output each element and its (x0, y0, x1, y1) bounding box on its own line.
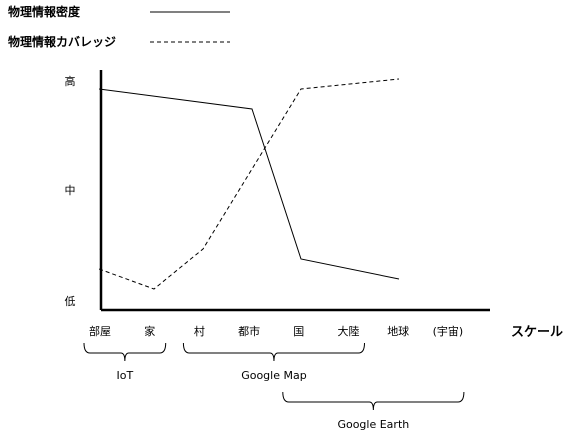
series-group (98, 78, 400, 290)
group-bracket-2 (282, 391, 465, 411)
group-bracket-1 (182, 342, 365, 362)
y-tick-label-0: 低 (65, 295, 76, 308)
x-ticks: 部屋 家 村 都市 国 大陸 地球 (宇宙) (89, 324, 463, 338)
y-ticks: 低中高 (65, 74, 76, 308)
x-tick-label-4: 国 (293, 325, 304, 338)
group-brackets: IoT Google Map Google Earth (83, 342, 465, 431)
x-tick-label-6: 地球 (387, 324, 409, 338)
legend-label-0: 物理情報密度 (8, 4, 81, 19)
group-bracket-0 (83, 342, 167, 362)
series-line-1 (98, 78, 400, 290)
axes (99, 70, 490, 312)
x-tick-label-7: (宇宙) (433, 324, 464, 338)
x-tick-label-2: 村 (194, 324, 205, 338)
group-label-0: IoT (116, 369, 133, 382)
group-label-2: Google Earth (337, 418, 409, 431)
x-tick-label-5: 大陸 (338, 324, 360, 338)
x-tick-label-1: 家 (144, 324, 155, 338)
x-tick-label-3: 都市 (238, 324, 260, 338)
y-tick-label-2: 高 (65, 74, 76, 88)
legend-label-1: 物理情報カバレッジ (8, 34, 116, 49)
series-line-0 (99, 88, 400, 280)
group-label-1: Google Map (241, 369, 307, 382)
x-tick-label-0: 部屋 (89, 324, 111, 338)
y-tick-label-1: 中 (65, 184, 76, 197)
x-axis-title: スケール (511, 325, 563, 340)
